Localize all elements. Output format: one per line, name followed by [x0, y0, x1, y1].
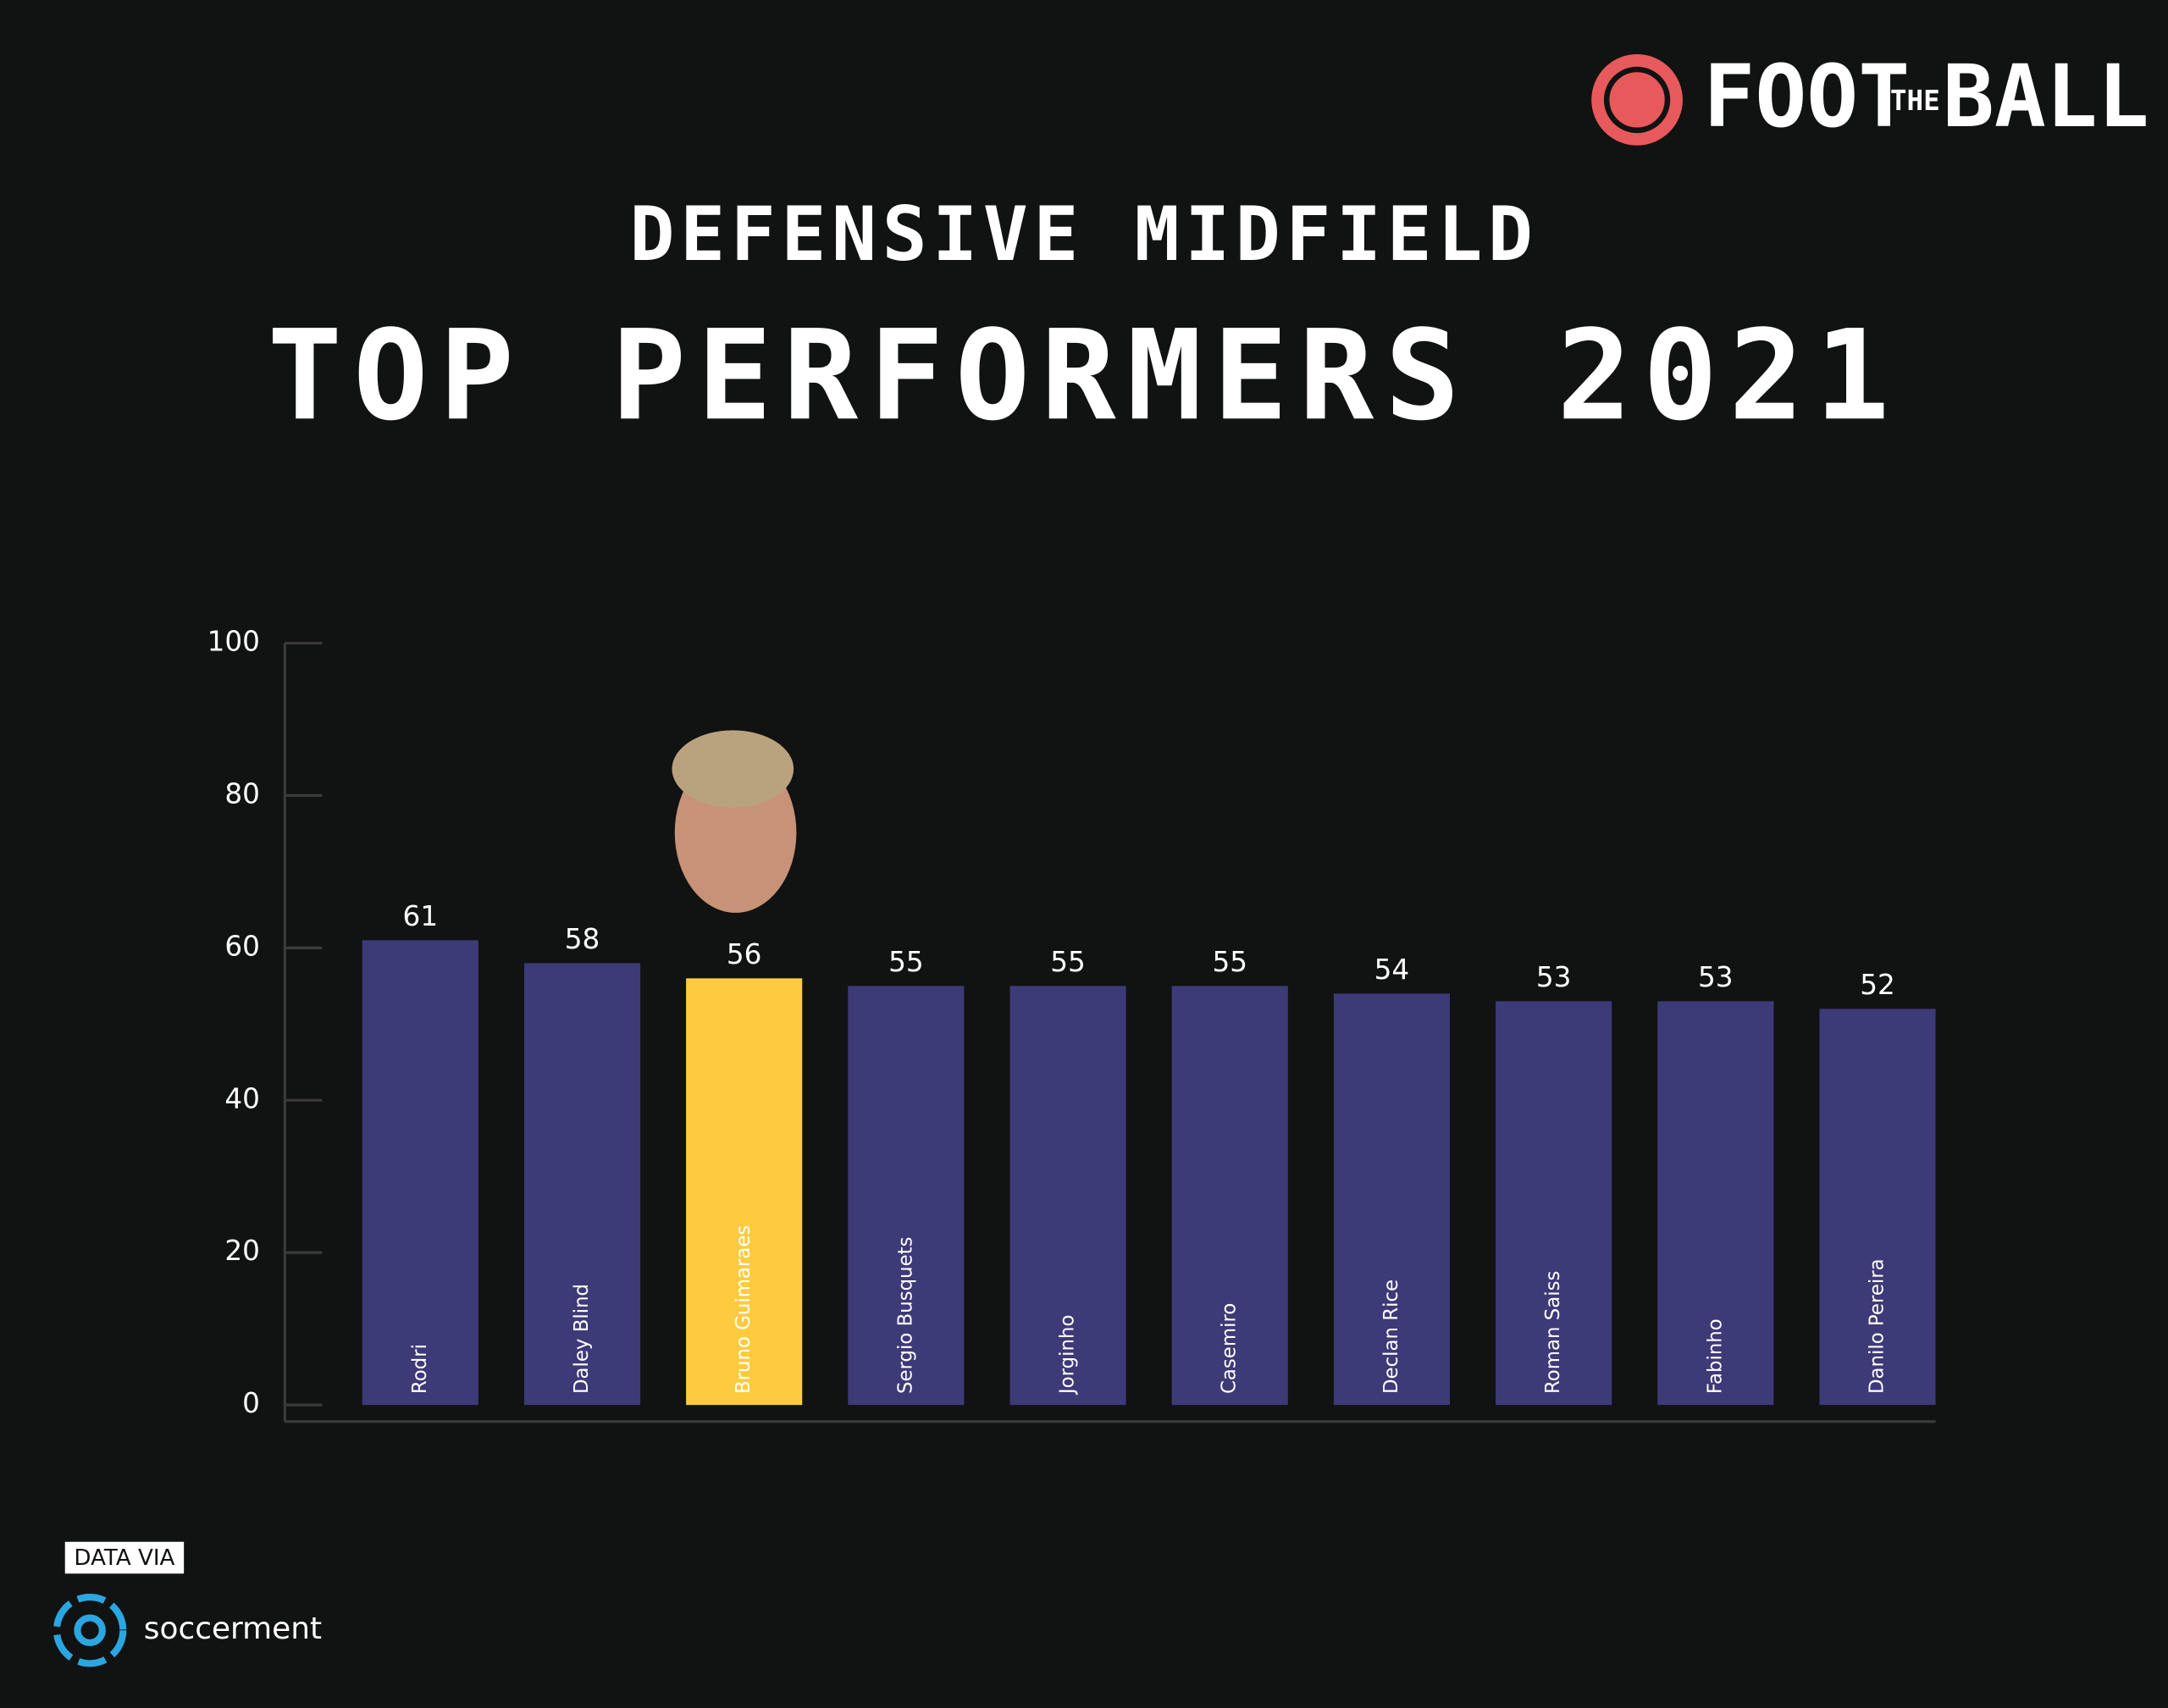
- value-label: 52: [1860, 969, 1895, 1001]
- logo-text: THE: [1890, 85, 1940, 117]
- value-label: 58: [565, 923, 600, 955]
- bar: [686, 978, 803, 1406]
- source-logo: [74, 1614, 106, 1647]
- bar: [1496, 1001, 1612, 1406]
- chart-title: DEFENSIVE MIDFIELD: [630, 191, 1539, 278]
- value-label: 54: [1374, 953, 1410, 986]
- source-label-box: [64, 1541, 185, 1574]
- value-label: 56: [727, 938, 762, 970]
- y-tick-label: 60: [224, 930, 260, 962]
- bar: [1333, 993, 1450, 1406]
- x-tick-label: Sergio Busquets: [894, 1236, 916, 1394]
- x-tick-label: Jorginho: [1057, 1315, 1079, 1396]
- x-tick-label: Danilo Pereira: [1866, 1258, 1888, 1394]
- value-label: 53: [1698, 961, 1734, 993]
- bar: [1009, 986, 1126, 1406]
- bar: [1657, 1001, 1774, 1406]
- y-tick-label: 80: [224, 777, 260, 810]
- x-tick-label: Declan Rice: [1380, 1280, 1402, 1394]
- x-tick-label: Fabinho: [1704, 1318, 1726, 1394]
- source-label: DATA VIA: [74, 1545, 174, 1571]
- value-label: 55: [1212, 946, 1247, 978]
- bar: [362, 940, 478, 1406]
- y-tick-label: 20: [224, 1235, 260, 1267]
- source-logo: [53, 1593, 127, 1667]
- bar: [848, 986, 965, 1406]
- x-tick-label: Bruno Guimaraes: [733, 1225, 755, 1394]
- value-label: 61: [403, 900, 439, 932]
- x-tick-label: Roman Saiss: [1542, 1271, 1564, 1394]
- x-tick-label: Casemiro: [1219, 1303, 1241, 1394]
- logo-text: FOOT: [1703, 47, 1910, 146]
- y-tick-label: 100: [207, 626, 260, 658]
- player-face: [672, 730, 797, 913]
- value-label: 55: [1050, 946, 1086, 978]
- bar: [1171, 986, 1288, 1406]
- x-tick-label: Daley Blind: [571, 1284, 593, 1394]
- value-label: 53: [1536, 961, 1572, 993]
- value-label: 55: [888, 946, 924, 978]
- bar: [1819, 1009, 1936, 1406]
- x-tick-label: Rodri: [409, 1344, 431, 1394]
- source: soccerment: [144, 1611, 322, 1646]
- y-tick-label: 40: [224, 1082, 260, 1114]
- y-tick-label: 0: [242, 1387, 260, 1419]
- bar: [523, 963, 641, 1406]
- logo-text: BALL: [1943, 47, 2149, 146]
- chart-subtitle: TOP PERFORMERS 2021: [268, 303, 1901, 448]
- logo-ball-pattern: [1603, 66, 1671, 134]
